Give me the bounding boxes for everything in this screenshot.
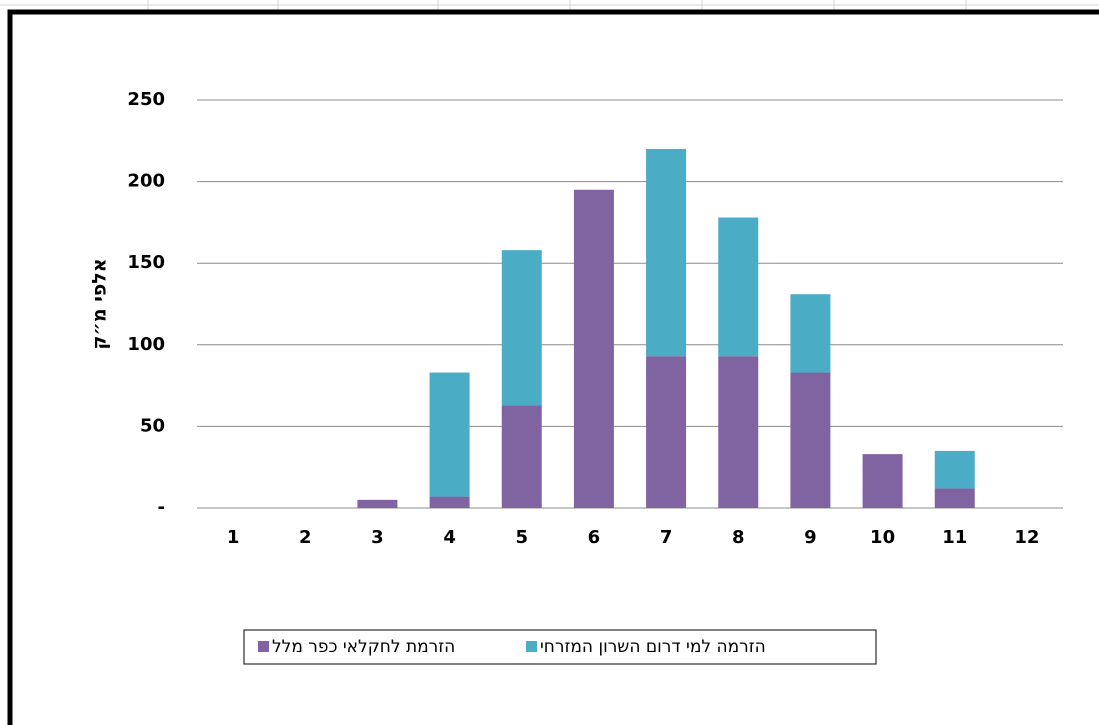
bar <box>429 496 470 508</box>
y-tick-label: 50 <box>140 415 165 436</box>
legend-label: הזרמת לחקלאי כפר מלל <box>272 637 455 657</box>
bar <box>718 217 759 357</box>
bar <box>501 250 542 406</box>
x-tick-label: 9 <box>804 527 817 548</box>
x-tick-label: 11 <box>942 527 967 548</box>
x-tick-label: 12 <box>1014 527 1039 548</box>
x-tick-label: 1 <box>227 527 240 548</box>
y-tick-label: 250 <box>127 89 165 110</box>
bar <box>501 405 542 508</box>
x-tick-label: 7 <box>660 527 673 548</box>
chart-frame <box>7 9 1099 725</box>
y-axis-label: אלפי מ״ק <box>89 258 111 349</box>
sheet-grid <box>0 0 1099 10</box>
legend <box>243 629 877 665</box>
y-tick-label: 100 <box>127 334 165 355</box>
bar <box>790 294 831 373</box>
legend-swatch <box>258 641 269 652</box>
bar <box>357 499 398 508</box>
y-tick-label: 200 <box>127 171 165 192</box>
x-tick-label: 10 <box>870 527 895 548</box>
x-tick-label: 3 <box>371 527 384 548</box>
bar <box>718 356 759 508</box>
bar <box>934 450 975 489</box>
bar <box>646 148 687 357</box>
bar <box>646 356 687 508</box>
bar <box>429 372 470 497</box>
x-tick-label: 2 <box>299 527 312 548</box>
bar <box>934 488 975 508</box>
bar <box>862 454 903 508</box>
x-tick-label: 8 <box>732 527 745 548</box>
y-tick-label: - <box>158 497 165 518</box>
x-tick-label: 5 <box>515 527 528 548</box>
x-tick-label: 6 <box>588 527 601 548</box>
y-tick-label: 150 <box>127 252 165 273</box>
bar <box>573 189 614 508</box>
x-tick-label: 4 <box>443 527 456 548</box>
legend-swatch <box>526 641 537 652</box>
bar <box>790 372 831 508</box>
legend-label: הזרמה למי דרום השרון המזרחי <box>540 637 766 657</box>
